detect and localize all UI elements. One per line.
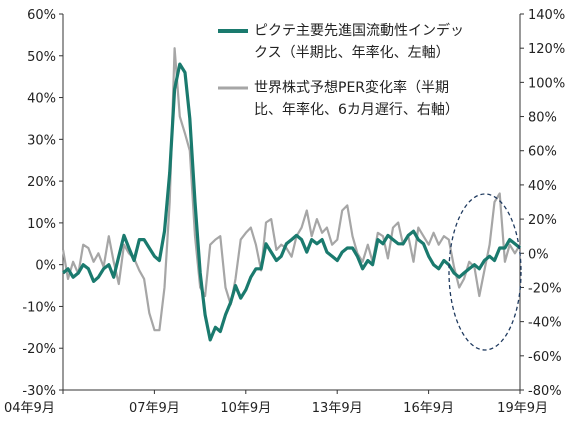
right-tick-label: -80%	[528, 384, 562, 399]
left-tick-label: 50%	[27, 50, 56, 65]
left-tick-label: 10%	[27, 217, 56, 232]
series-layer	[62, 47, 522, 342]
series-line-liquidity-index	[62, 62, 522, 342]
left-tick-label: -10%	[22, 300, 56, 315]
axes	[62, 14, 521, 391]
legend-label-liquidity-line1: ピクテ主要先進国流動性インデッ	[254, 22, 464, 39]
right-tick-label: -40%	[528, 316, 562, 331]
x-tick-label: 10年9月	[220, 401, 271, 416]
x-axis-ticks: 04年9月 07年9月 10年9月 13年9月 16年9月 19年9月	[4, 390, 548, 416]
right-tick-label: -60%	[528, 350, 562, 365]
left-tick-label: 60%	[27, 8, 56, 23]
right-tick-label: 80%	[528, 111, 557, 126]
left-tick-label: -30%	[22, 384, 56, 399]
left-axis-ticks: 60% 50% 40% 30% 20% 10% 0% -10% -20% -30%	[22, 8, 63, 399]
series-line-global-per-change	[62, 47, 522, 332]
right-tick-label: 0%	[528, 247, 549, 262]
right-tick-label: 100%	[528, 76, 565, 91]
highlight-ellipse	[448, 193, 522, 351]
left-tick-label: -20%	[22, 342, 56, 357]
x-tick-label: 16年9月	[403, 401, 454, 416]
right-tick-label: -20%	[528, 281, 562, 296]
right-tick-label: 140%	[528, 8, 565, 23]
left-tick-label: 40%	[27, 92, 56, 107]
x-tick-label: 04年9月	[4, 401, 55, 416]
right-tick-label: 120%	[528, 42, 565, 57]
x-tick-label: 13年9月	[312, 401, 363, 416]
right-tick-label: 60%	[528, 145, 557, 160]
legend-label-liquidity-line2: クス（半期比、年率化、左軸）	[254, 44, 450, 61]
left-tick-label: 0%	[35, 259, 56, 274]
right-tick-label: 40%	[528, 179, 557, 194]
right-axis-ticks: 140% 120% 100% 80% 60% 40% 20% 0% -20% -40% -60% -8…	[520, 8, 565, 399]
x-tick-label: 19年9月	[497, 401, 548, 416]
left-tick-label: 20%	[27, 175, 56, 190]
legend-label-per-line1: 世界株式予想PER変化率（半期	[254, 79, 449, 96]
left-tick-label: 30%	[27, 133, 56, 148]
right-tick-label: 20%	[528, 213, 557, 228]
legend-label-per-line2: 比、年率化、6カ月遅行、右軸）	[254, 101, 459, 118]
x-tick-label: 07年9月	[129, 401, 180, 416]
legend-background	[212, 10, 517, 125]
legend: ピクテ主要先進国流動性インデッ クス（半期比、年率化、左軸） 世界株式予想PER…	[212, 10, 517, 125]
